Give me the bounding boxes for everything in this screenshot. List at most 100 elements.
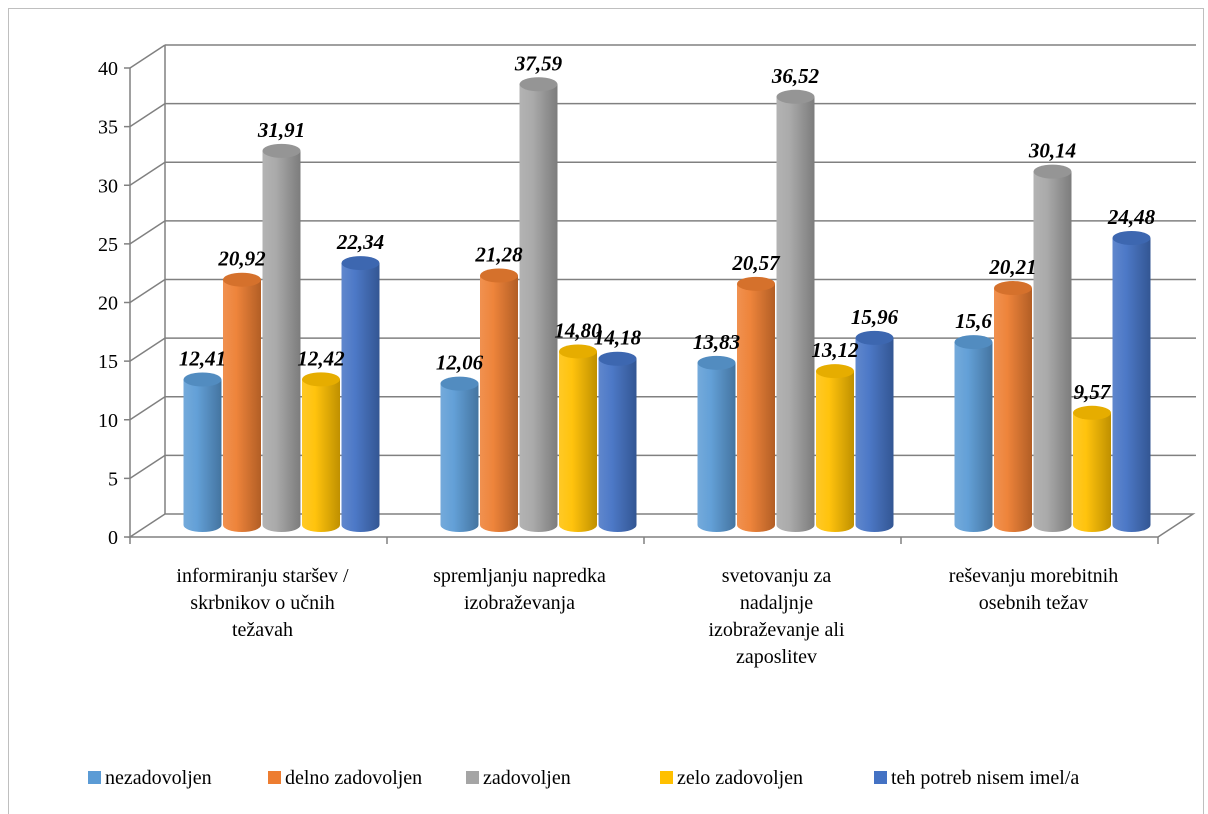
bar — [598, 351, 637, 532]
bar-top — [855, 330, 894, 345]
bar — [994, 281, 1032, 532]
bar — [954, 335, 993, 532]
legend-label: delno zadovoljen — [285, 767, 422, 789]
bar — [855, 330, 894, 532]
data-label: 9,57 — [1074, 380, 1112, 404]
y-tick-label: 20 — [98, 293, 118, 315]
bar — [776, 89, 815, 532]
bar — [737, 276, 775, 532]
bar-top — [816, 364, 854, 379]
bar-body — [954, 342, 993, 532]
bar-body — [440, 383, 479, 532]
bar-top — [1033, 164, 1072, 179]
data-labels: 12,41 20,92 31,91 12,42 22,34 12,06 21,28 37,59… — [179, 51, 1156, 404]
bar-body — [183, 379, 222, 532]
data-label: 31,91 — [257, 118, 305, 142]
data-label: 15,96 — [851, 305, 899, 329]
bar-top — [598, 351, 637, 366]
bar-top — [262, 143, 301, 158]
bar-body — [1112, 237, 1151, 533]
bar-body — [776, 96, 815, 532]
bar-top — [1073, 405, 1111, 420]
y-tick-label: 25 — [98, 234, 118, 256]
bar-body — [1073, 412, 1111, 532]
data-label: 20,92 — [217, 247, 266, 271]
bar-body — [223, 279, 261, 532]
chart-floor — [127, 513, 1196, 538]
legend-item: delno zadovoljen — [268, 767, 422, 789]
legend-label: teh potreb nisem imel/a — [891, 767, 1079, 789]
legend-swatch — [660, 771, 673, 784]
bar — [223, 272, 261, 532]
data-label: 13,83 — [693, 330, 740, 354]
x-category-label: spremljanju napredka izobraževanja — [433, 565, 606, 614]
bar-top — [341, 256, 380, 271]
gridline-diagonal — [129, 102, 166, 128]
legend-item: zelo zadovoljen — [660, 767, 803, 789]
bar — [480, 268, 518, 532]
gridline-diagonal — [129, 454, 166, 480]
bar-top — [1112, 230, 1151, 245]
bar-body — [480, 275, 518, 532]
bar-body — [737, 283, 775, 532]
y-tick-label: 10 — [98, 410, 118, 432]
bar-top — [776, 89, 815, 104]
bar-top — [519, 77, 558, 92]
bar-body — [341, 263, 380, 532]
x-category-label: reševanju morebitnih osebnih težav — [949, 565, 1118, 614]
y-tick-label: 40 — [98, 58, 118, 80]
bar — [559, 344, 597, 532]
bar — [341, 256, 380, 532]
data-label: 37,59 — [514, 51, 563, 75]
bar — [1073, 405, 1111, 532]
data-label: 14,80 — [554, 318, 602, 342]
bar-body — [855, 337, 894, 532]
bar-body — [302, 379, 340, 532]
y-tick-label: 15 — [98, 351, 118, 373]
data-label: 12,06 — [436, 351, 484, 375]
bars — [183, 77, 1151, 533]
gridline-diagonal — [129, 396, 166, 421]
legend-swatch — [466, 771, 479, 784]
data-label: 22,34 — [336, 230, 384, 254]
bar-top — [440, 376, 479, 391]
y-axis-ticks: 0 5 10 15 20 25 30 35 40 — [98, 58, 1159, 549]
data-label: 15,6 — [955, 309, 992, 333]
data-label: 36,52 — [771, 64, 820, 88]
bar-top — [480, 268, 518, 283]
bar — [440, 376, 479, 532]
bar-top — [954, 335, 993, 350]
legend-label: zadovoljen — [483, 767, 571, 789]
bar-body — [816, 371, 854, 532]
bar-body — [598, 358, 637, 532]
gridline-diagonal — [129, 161, 166, 186]
legend-swatch — [874, 771, 887, 784]
data-label: 12,41 — [179, 346, 226, 370]
bar-body — [1033, 171, 1072, 532]
data-label: 30,14 — [1028, 139, 1076, 163]
gridline-diagonal — [129, 337, 166, 362]
x-category-label: svetovanju za nadaljnje izobraževanje ali z… — [708, 565, 844, 668]
gridline-diagonal — [129, 44, 166, 69]
gridline-diagonal — [129, 220, 166, 245]
data-label: 24,48 — [1107, 205, 1156, 229]
bar-body — [697, 362, 736, 532]
bar-top — [559, 344, 597, 359]
legend-swatch — [88, 771, 101, 784]
data-label: 12,42 — [297, 346, 345, 370]
bar-body — [559, 351, 597, 532]
bar-top — [737, 276, 775, 291]
bar-body — [262, 150, 301, 532]
legend-item: zadovoljen — [466, 767, 571, 789]
legend-item: teh potreb nisem imel/a — [874, 767, 1079, 789]
data-label: 13,12 — [811, 338, 859, 362]
legend-label: zelo zadovoljen — [677, 767, 803, 789]
y-tick-label: 30 — [98, 175, 118, 197]
data-label: 20,57 — [731, 251, 781, 275]
bar-top — [697, 355, 736, 370]
bar — [1112, 230, 1151, 533]
legend-label: nezadovoljen — [105, 767, 212, 789]
bar — [183, 372, 222, 532]
bar — [816, 364, 854, 532]
